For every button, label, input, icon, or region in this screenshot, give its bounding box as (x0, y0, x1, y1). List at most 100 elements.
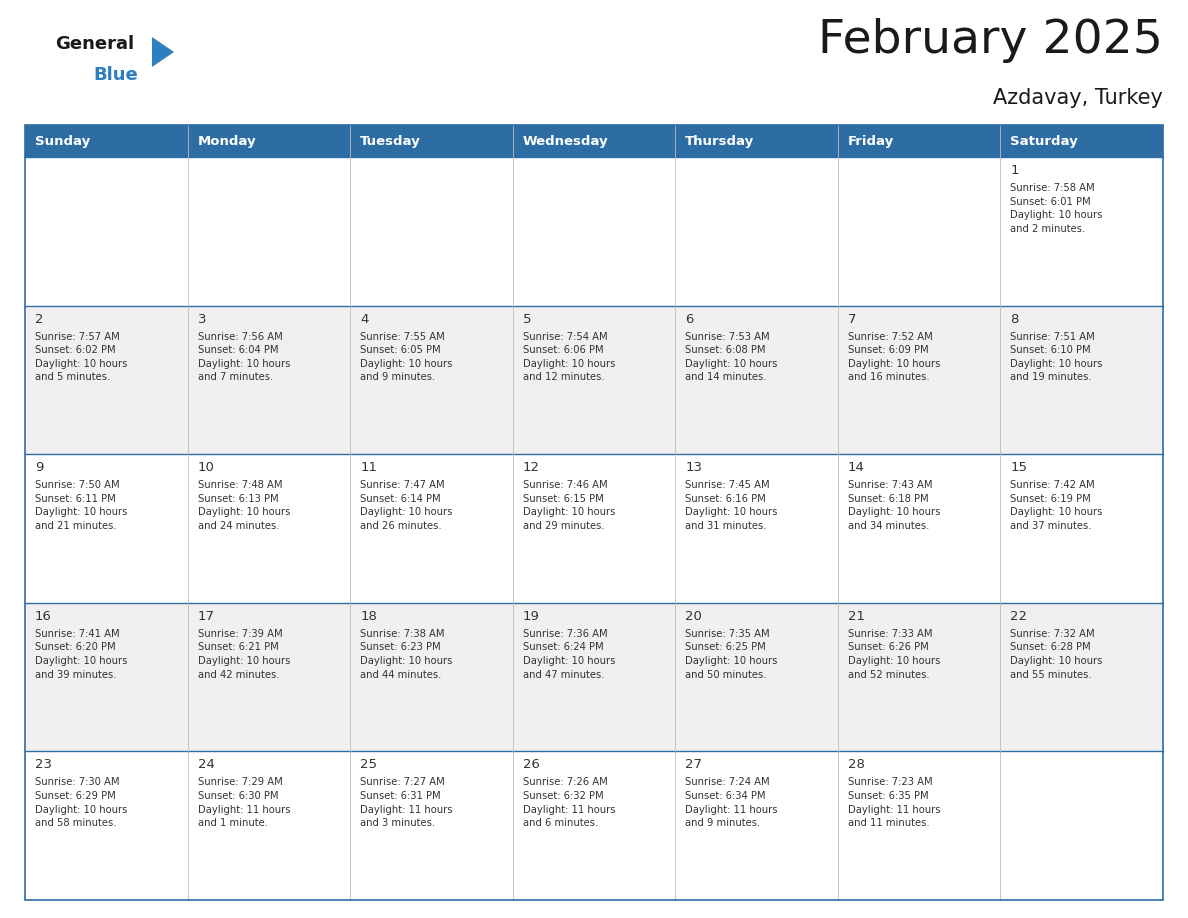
Text: 20: 20 (685, 610, 702, 622)
Text: Sunrise: 7:47 AM
Sunset: 6:14 PM
Daylight: 10 hours
and 26 minutes.: Sunrise: 7:47 AM Sunset: 6:14 PM Dayligh… (360, 480, 453, 531)
Text: 21: 21 (848, 610, 865, 622)
Text: Tuesday: Tuesday (360, 135, 421, 148)
Text: Sunrise: 7:54 AM
Sunset: 6:06 PM
Daylight: 10 hours
and 12 minutes.: Sunrise: 7:54 AM Sunset: 6:06 PM Dayligh… (523, 331, 615, 383)
Text: Sunrise: 7:41 AM
Sunset: 6:20 PM
Daylight: 10 hours
and 39 minutes.: Sunrise: 7:41 AM Sunset: 6:20 PM Dayligh… (34, 629, 127, 679)
Text: Sunrise: 7:53 AM
Sunset: 6:08 PM
Daylight: 10 hours
and 14 minutes.: Sunrise: 7:53 AM Sunset: 6:08 PM Dayligh… (685, 331, 778, 383)
Text: Sunday: Sunday (34, 135, 90, 148)
Bar (350, 306, 513, 454)
Bar (838, 752, 1000, 900)
Text: Sunrise: 7:24 AM
Sunset: 6:34 PM
Daylight: 11 hours
and 9 minutes.: Sunrise: 7:24 AM Sunset: 6:34 PM Dayligh… (685, 778, 778, 828)
Text: Monday: Monday (197, 135, 257, 148)
Bar (350, 603, 513, 752)
Bar (188, 454, 350, 603)
Bar (25, 454, 188, 603)
Text: 8: 8 (1011, 313, 1019, 326)
Bar (25, 125, 1163, 157)
Text: Sunrise: 7:45 AM
Sunset: 6:16 PM
Daylight: 10 hours
and 31 minutes.: Sunrise: 7:45 AM Sunset: 6:16 PM Dayligh… (685, 480, 778, 531)
Text: Friday: Friday (848, 135, 895, 148)
Text: Sunrise: 7:33 AM
Sunset: 6:26 PM
Daylight: 10 hours
and 52 minutes.: Sunrise: 7:33 AM Sunset: 6:26 PM Dayligh… (848, 629, 940, 679)
Text: 17: 17 (197, 610, 215, 622)
Bar (188, 752, 350, 900)
Text: Sunrise: 7:46 AM
Sunset: 6:15 PM
Daylight: 10 hours
and 29 minutes.: Sunrise: 7:46 AM Sunset: 6:15 PM Dayligh… (523, 480, 615, 531)
Bar (188, 603, 350, 752)
Bar (25, 157, 188, 306)
Bar (1000, 454, 1163, 603)
Text: 2: 2 (34, 313, 44, 326)
Text: Sunrise: 7:55 AM
Sunset: 6:05 PM
Daylight: 10 hours
and 9 minutes.: Sunrise: 7:55 AM Sunset: 6:05 PM Dayligh… (360, 331, 453, 383)
Text: 6: 6 (685, 313, 694, 326)
Text: Sunrise: 7:48 AM
Sunset: 6:13 PM
Daylight: 10 hours
and 24 minutes.: Sunrise: 7:48 AM Sunset: 6:13 PM Dayligh… (197, 480, 290, 531)
Text: 10: 10 (197, 461, 215, 475)
Bar (188, 306, 350, 454)
Bar (25, 603, 188, 752)
Bar (675, 752, 838, 900)
Text: Azdavay, Turkey: Azdavay, Turkey (993, 88, 1163, 108)
Text: 3: 3 (197, 313, 206, 326)
Text: Blue: Blue (93, 66, 138, 84)
Text: 14: 14 (848, 461, 865, 475)
Text: 5: 5 (523, 313, 531, 326)
Text: 22: 22 (1011, 610, 1028, 622)
Bar (838, 306, 1000, 454)
Text: Sunrise: 7:26 AM
Sunset: 6:32 PM
Daylight: 11 hours
and 6 minutes.: Sunrise: 7:26 AM Sunset: 6:32 PM Dayligh… (523, 778, 615, 828)
Text: 26: 26 (523, 758, 539, 771)
Text: Sunrise: 7:38 AM
Sunset: 6:23 PM
Daylight: 10 hours
and 44 minutes.: Sunrise: 7:38 AM Sunset: 6:23 PM Dayligh… (360, 629, 453, 679)
Text: Saturday: Saturday (1011, 135, 1079, 148)
Bar (25, 125, 1163, 900)
Bar (25, 752, 188, 900)
Text: 24: 24 (197, 758, 215, 771)
Bar (513, 157, 675, 306)
Text: Sunrise: 7:30 AM
Sunset: 6:29 PM
Daylight: 10 hours
and 58 minutes.: Sunrise: 7:30 AM Sunset: 6:29 PM Dayligh… (34, 778, 127, 828)
Text: Sunrise: 7:58 AM
Sunset: 6:01 PM
Daylight: 10 hours
and 2 minutes.: Sunrise: 7:58 AM Sunset: 6:01 PM Dayligh… (1011, 183, 1102, 234)
Text: Sunrise: 7:27 AM
Sunset: 6:31 PM
Daylight: 11 hours
and 3 minutes.: Sunrise: 7:27 AM Sunset: 6:31 PM Dayligh… (360, 778, 453, 828)
Text: 1: 1 (1011, 164, 1019, 177)
Bar (350, 157, 513, 306)
Bar (1000, 157, 1163, 306)
Text: 28: 28 (848, 758, 865, 771)
Text: 19: 19 (523, 610, 539, 622)
Text: Wednesday: Wednesday (523, 135, 608, 148)
Bar (25, 306, 188, 454)
Text: Sunrise: 7:29 AM
Sunset: 6:30 PM
Daylight: 11 hours
and 1 minute.: Sunrise: 7:29 AM Sunset: 6:30 PM Dayligh… (197, 778, 290, 828)
Bar (350, 752, 513, 900)
Text: Sunrise: 7:52 AM
Sunset: 6:09 PM
Daylight: 10 hours
and 16 minutes.: Sunrise: 7:52 AM Sunset: 6:09 PM Dayligh… (848, 331, 940, 383)
Text: General: General (55, 35, 134, 53)
Text: Sunrise: 7:23 AM
Sunset: 6:35 PM
Daylight: 11 hours
and 11 minutes.: Sunrise: 7:23 AM Sunset: 6:35 PM Dayligh… (848, 778, 941, 828)
Text: 23: 23 (34, 758, 52, 771)
Text: Sunrise: 7:56 AM
Sunset: 6:04 PM
Daylight: 10 hours
and 7 minutes.: Sunrise: 7:56 AM Sunset: 6:04 PM Dayligh… (197, 331, 290, 383)
Bar (675, 157, 838, 306)
Bar (513, 603, 675, 752)
Text: Sunrise: 7:43 AM
Sunset: 6:18 PM
Daylight: 10 hours
and 34 minutes.: Sunrise: 7:43 AM Sunset: 6:18 PM Dayligh… (848, 480, 940, 531)
Text: Sunrise: 7:36 AM
Sunset: 6:24 PM
Daylight: 10 hours
and 47 minutes.: Sunrise: 7:36 AM Sunset: 6:24 PM Dayligh… (523, 629, 615, 679)
Bar (513, 752, 675, 900)
Text: 15: 15 (1011, 461, 1028, 475)
Bar (838, 157, 1000, 306)
Text: Sunrise: 7:51 AM
Sunset: 6:10 PM
Daylight: 10 hours
and 19 minutes.: Sunrise: 7:51 AM Sunset: 6:10 PM Dayligh… (1011, 331, 1102, 383)
Text: 12: 12 (523, 461, 539, 475)
Bar (675, 306, 838, 454)
Bar (513, 454, 675, 603)
Text: Sunrise: 7:35 AM
Sunset: 6:25 PM
Daylight: 10 hours
and 50 minutes.: Sunrise: 7:35 AM Sunset: 6:25 PM Dayligh… (685, 629, 778, 679)
Bar (1000, 752, 1163, 900)
Text: Sunrise: 7:57 AM
Sunset: 6:02 PM
Daylight: 10 hours
and 5 minutes.: Sunrise: 7:57 AM Sunset: 6:02 PM Dayligh… (34, 331, 127, 383)
Text: 27: 27 (685, 758, 702, 771)
Text: 11: 11 (360, 461, 377, 475)
Text: 25: 25 (360, 758, 377, 771)
Bar (838, 603, 1000, 752)
Text: 9: 9 (34, 461, 44, 475)
Text: February 2025: February 2025 (819, 18, 1163, 63)
Bar (675, 454, 838, 603)
Text: 4: 4 (360, 313, 368, 326)
Bar (1000, 603, 1163, 752)
Text: Thursday: Thursday (685, 135, 754, 148)
Text: 16: 16 (34, 610, 52, 622)
Bar (513, 306, 675, 454)
Text: Sunrise: 7:32 AM
Sunset: 6:28 PM
Daylight: 10 hours
and 55 minutes.: Sunrise: 7:32 AM Sunset: 6:28 PM Dayligh… (1011, 629, 1102, 679)
Bar (350, 454, 513, 603)
Bar (838, 454, 1000, 603)
Bar (188, 157, 350, 306)
Text: Sunrise: 7:50 AM
Sunset: 6:11 PM
Daylight: 10 hours
and 21 minutes.: Sunrise: 7:50 AM Sunset: 6:11 PM Dayligh… (34, 480, 127, 531)
Bar (1000, 306, 1163, 454)
Text: Sunrise: 7:39 AM
Sunset: 6:21 PM
Daylight: 10 hours
and 42 minutes.: Sunrise: 7:39 AM Sunset: 6:21 PM Dayligh… (197, 629, 290, 679)
Text: Sunrise: 7:42 AM
Sunset: 6:19 PM
Daylight: 10 hours
and 37 minutes.: Sunrise: 7:42 AM Sunset: 6:19 PM Dayligh… (1011, 480, 1102, 531)
